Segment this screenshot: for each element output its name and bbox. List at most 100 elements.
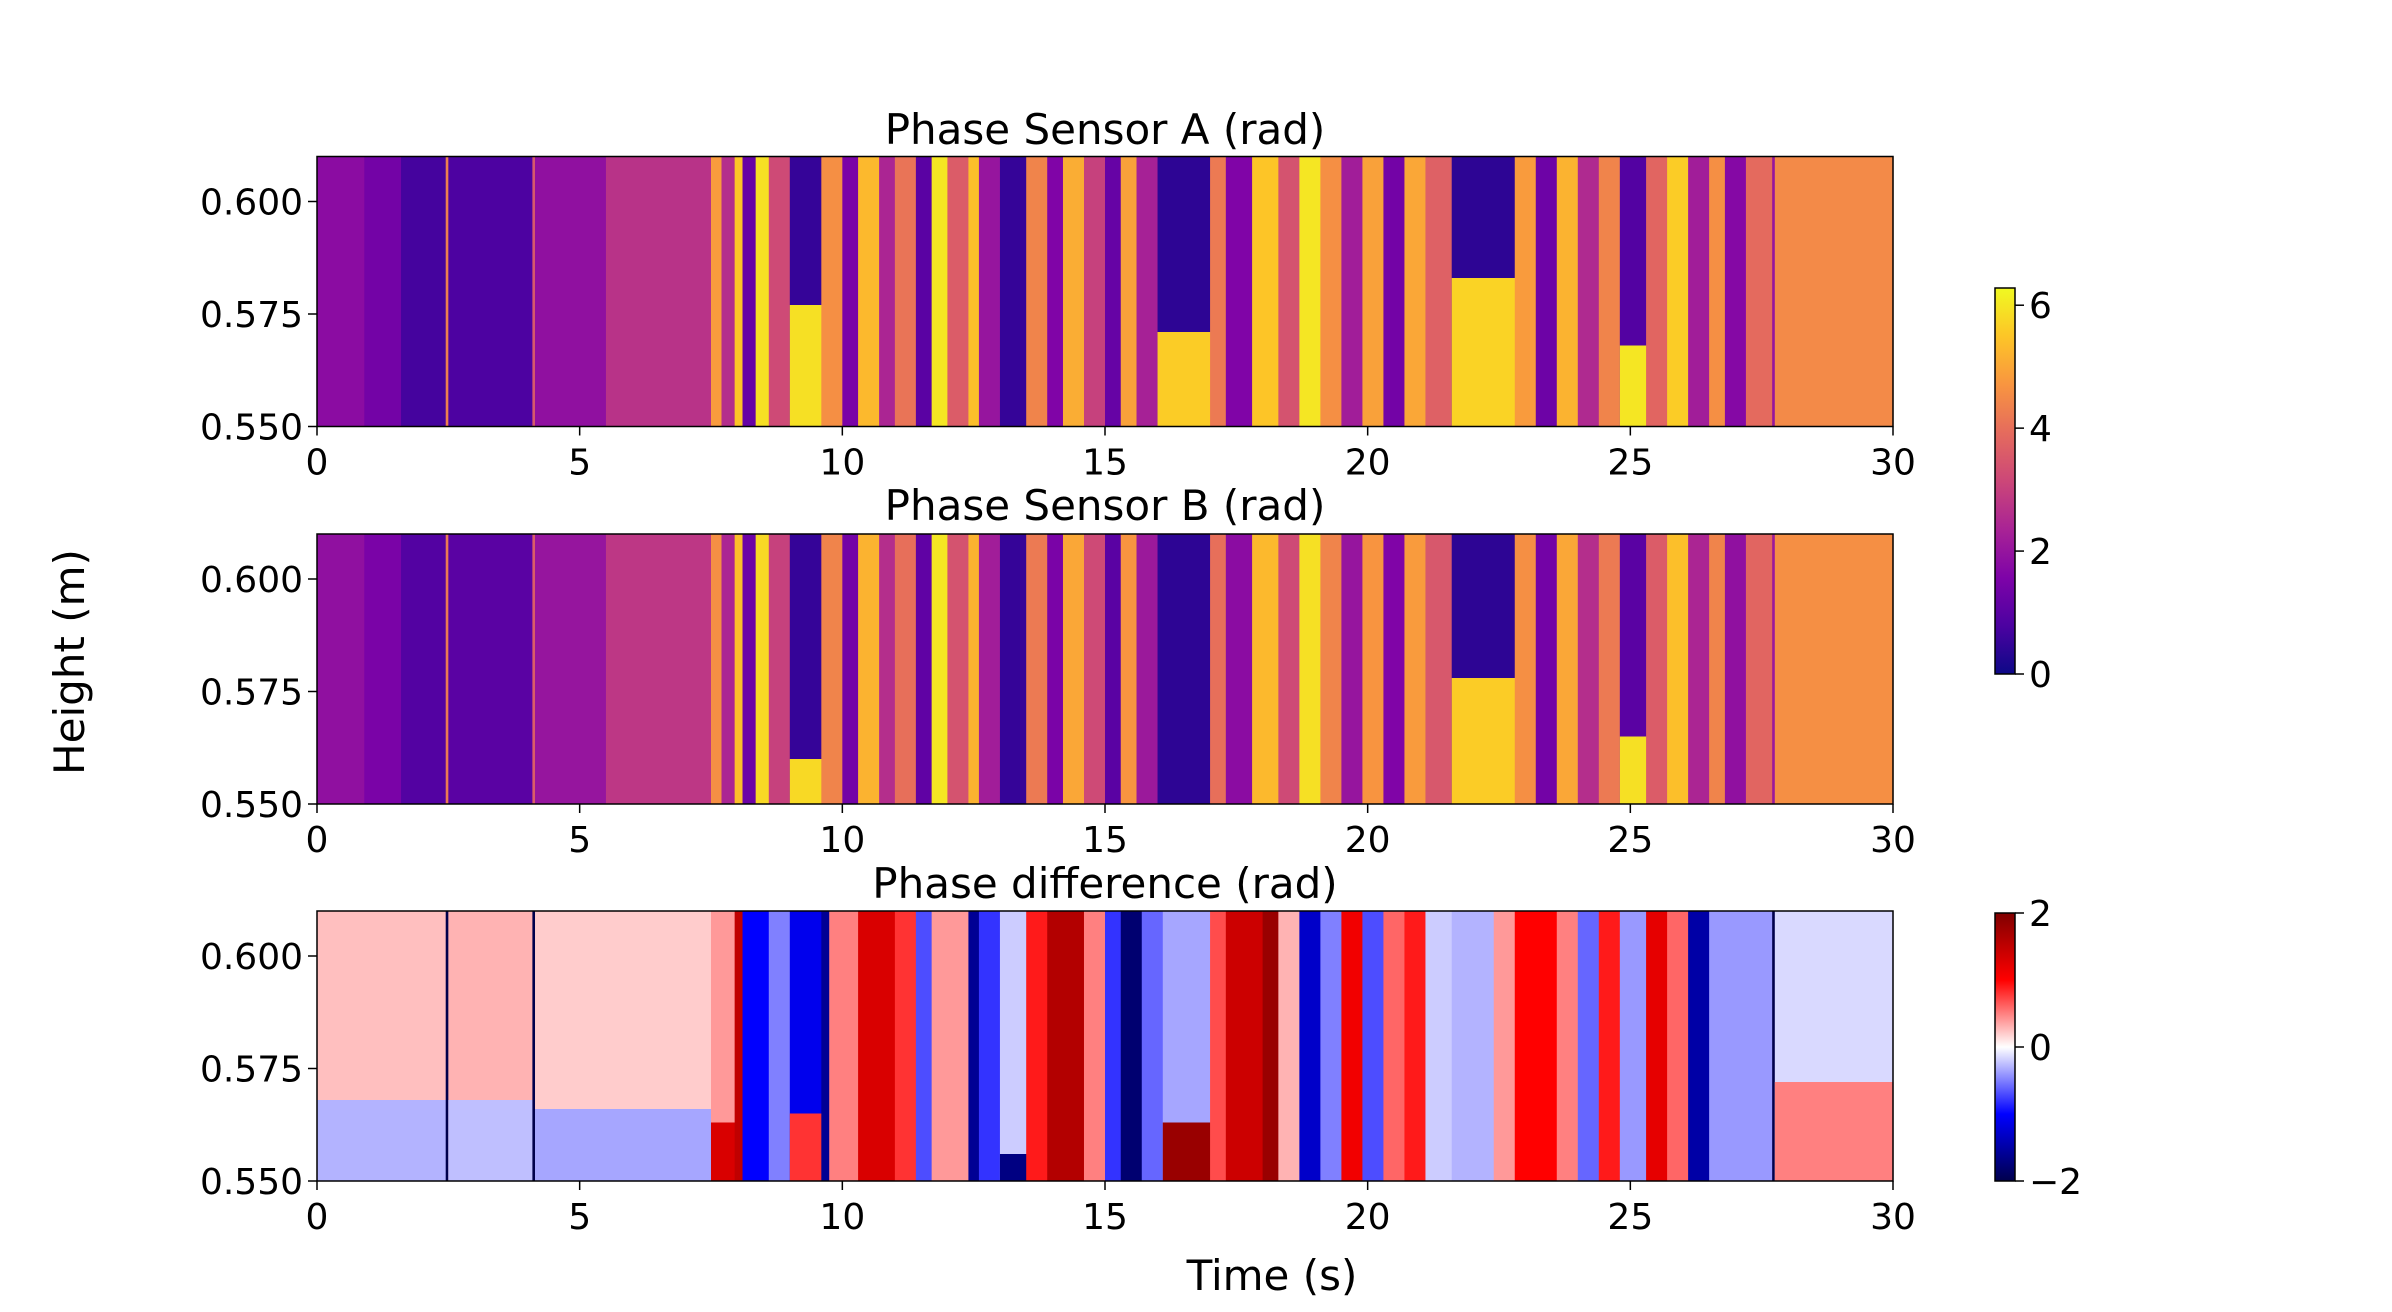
heatmap-cell: [734, 156, 744, 427]
heatmap-cell: [1724, 156, 1747, 427]
x-tick-label: 0: [306, 820, 329, 861]
heatmap-cell: [1404, 156, 1427, 427]
heatmap-cell: [999, 534, 1027, 804]
heatmap-cell: [1026, 156, 1048, 427]
heatmap-cell: [968, 156, 980, 427]
heatmap-cell: [1688, 156, 1710, 427]
y-tick-label: 0.550: [200, 408, 303, 449]
heatmap-cell: [1083, 911, 1106, 1181]
heatmap-cell: [535, 156, 607, 427]
heatmap-cell: [721, 156, 736, 427]
heatmap-cell: [1320, 534, 1342, 804]
heatmap-cell: [1278, 534, 1300, 804]
heatmap-cell: [445, 156, 449, 427]
heatmap-cell: [605, 156, 712, 427]
x-tick-label: 5: [568, 443, 591, 484]
heatmap-cell: [1425, 156, 1453, 427]
heatmap-cell: [768, 911, 791, 1181]
heatmap-cell: [1157, 534, 1211, 804]
heatmap-cell: [535, 1109, 712, 1181]
heatmap-cell: [1619, 345, 1647, 427]
heatmap-cell: [755, 156, 770, 427]
x-tick-label: 10: [819, 820, 865, 861]
y-ticks: 0.550 0.575 0.600: [200, 560, 317, 826]
heatmap-cell: [821, 156, 843, 427]
x-tick-label: 15: [1082, 820, 1128, 861]
heatmap-cell: [1745, 534, 1773, 804]
heatmap-cell: [1404, 911, 1427, 1181]
heatmap-cell: [821, 911, 830, 1181]
heatmap-cell: [317, 156, 365, 427]
heatmap-cell: [1120, 911, 1143, 1181]
heatmap-cell: [879, 156, 896, 427]
heatmap-cell: [894, 534, 917, 804]
heatmap-cell: [1141, 911, 1164, 1181]
x-tick-label: 20: [1345, 820, 1391, 861]
heatmap-cell: [448, 534, 533, 804]
x-ticks: 0 5 10 15 20 25 30: [306, 1181, 1916, 1238]
heatmap-cells: [317, 911, 1894, 1181]
x-tick-label: 30: [1870, 1197, 1916, 1238]
x-axis-label: Time (s): [1186, 1251, 1358, 1300]
heatmap-cell: [1362, 911, 1385, 1181]
heatmap-cell: [1320, 911, 1342, 1181]
heatmap-cell: [1120, 156, 1138, 427]
y-ticks: 0.550 0.575 0.600: [200, 183, 317, 449]
heatmap-cell: [1383, 911, 1406, 1181]
x-tick-label: 30: [1870, 443, 1916, 484]
colorbar-gradient: [1994, 912, 2016, 1182]
heatmap-cell: [1299, 156, 1321, 427]
heatmap-cell: [532, 156, 536, 427]
heatmap-cell: [968, 911, 980, 1181]
heatmap-cell: [915, 534, 933, 804]
heatmap-cell: [1577, 911, 1600, 1181]
heatmap-cell: [894, 156, 917, 427]
heatmap-cell: [1062, 534, 1085, 804]
heatmap-cell: [1341, 156, 1364, 427]
colorbar-tick-label: 2: [2029, 532, 2052, 573]
heatmap-cell: [1646, 911, 1668, 1181]
heatmap-cell: [364, 156, 402, 427]
heatmap-cell: [1556, 534, 1579, 804]
heatmap-cell: [978, 534, 1001, 804]
x-tick-label: 25: [1607, 1197, 1653, 1238]
heatmap-cell: [734, 911, 744, 1181]
heatmap-cell: [1341, 911, 1364, 1181]
heatmap-cell: [1026, 911, 1048, 1181]
heatmap-cell: [1577, 156, 1600, 427]
heatmap-cell: [1136, 156, 1159, 427]
heatmap-cell: [1383, 534, 1406, 804]
heatmap-cell: [1225, 156, 1253, 427]
heatmap-cell: [1667, 156, 1689, 427]
heatmap-cell: [1556, 156, 1579, 427]
heatmap-cell: [734, 534, 744, 804]
heatmap-cell: [1362, 534, 1385, 804]
x-ticks: 0 5 10 15 20 25 30: [306, 426, 1916, 484]
heatmap-cell: [879, 534, 896, 804]
heatmap-cell: [1688, 534, 1710, 804]
heatmap-cell: [364, 534, 402, 804]
heatmap-cell: [1026, 534, 1048, 804]
heatmap-cell: [978, 911, 1001, 1181]
heatmap-cell: [1772, 911, 1776, 1181]
heatmap-cell: [742, 534, 757, 804]
heatmap-cell: [1598, 156, 1621, 427]
heatmap-cell: [1619, 736, 1647, 804]
panel-phase-difference: Phase difference (rad) 0.550 0.575 0.600 0…: [200, 859, 1916, 1238]
heatmap-cell: [968, 534, 980, 804]
heatmap-cell: [1493, 911, 1516, 1181]
heatmap-cell: [842, 534, 859, 804]
heatmap-cell: [1404, 534, 1427, 804]
heatmap-cell: [1451, 278, 1516, 427]
heatmap-cell: [1162, 1122, 1211, 1181]
heatmap-cell: [1598, 911, 1621, 1181]
heatmap-cell: [1278, 156, 1300, 427]
x-tick-label: 10: [819, 1197, 865, 1238]
heatmap-cell: [1598, 534, 1621, 804]
heatmap-cell: [1745, 156, 1773, 427]
colorbar-ticks: 0 2 4 6: [2015, 286, 2052, 696]
heatmap-cell: [1047, 156, 1064, 427]
heatmap-cell: [1514, 156, 1537, 427]
heatmap-cell: [1252, 156, 1279, 427]
